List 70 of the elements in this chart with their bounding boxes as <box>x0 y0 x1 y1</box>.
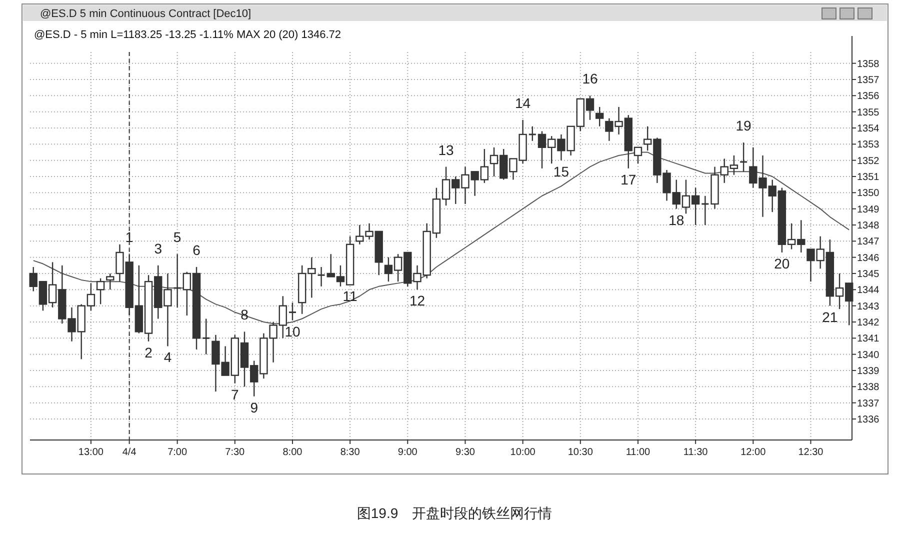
y-tick-label: 1349 <box>857 204 880 216</box>
y-tick-label: 1342 <box>857 317 880 328</box>
x-tick-label: 12:30 <box>798 447 824 458</box>
x-tick-label: 10:30 <box>568 447 594 458</box>
x-tick-label: 9:00 <box>398 447 418 458</box>
y-tick-label: 1337 <box>857 398 880 410</box>
chart-title: @ES.D - 5 min L=1183.25 -13.25 -1.11% MAX 20 (20) 1346.72 <box>34 29 342 41</box>
x-tick-label: 4/4 <box>122 447 137 458</box>
annotation: 7 <box>231 386 239 402</box>
x-tick-label: 8:00 <box>282 447 303 458</box>
x-tick-label: 7:30 <box>225 447 246 458</box>
candlestick <box>96 278 105 305</box>
annotation: 6 <box>192 242 201 258</box>
y-tick-label: 1357 <box>857 74 880 86</box>
y-tick-label: 1352 <box>857 156 880 167</box>
annotation: 14 <box>515 94 531 111</box>
annotation: 21 <box>822 308 838 325</box>
candlestick <box>700 195 710 226</box>
y-tick-label: 1351 <box>857 172 880 183</box>
annotation: 4 <box>164 349 172 366</box>
candlestick <box>288 302 297 321</box>
y-tick-label: 1355 <box>857 107 880 118</box>
y-tick-label: 1347 <box>857 236 880 248</box>
annotation: 12 <box>409 292 426 309</box>
annotation: 17 <box>620 171 636 188</box>
x-tick-label: 7:00 <box>168 447 188 458</box>
candlestick <box>739 142 748 172</box>
candlestick <box>202 318 210 355</box>
annotation: 16 <box>582 70 598 87</box>
y-tick-label: 1356 <box>857 91 880 102</box>
annotation: 5 <box>173 229 182 246</box>
y-tick-label: 1341 <box>857 334 880 345</box>
y-tick-label: 1343 <box>857 301 880 312</box>
y-tick-label: 1336 <box>857 414 880 426</box>
caption: 图19.9 开盘时段的铁丝网行情 <box>356 505 552 521</box>
x-tick-label: 11:30 <box>683 447 708 458</box>
y-tick-label: 1358 <box>857 58 880 70</box>
annotation: 13 <box>438 142 454 158</box>
y-tick-label: 1345 <box>857 268 880 280</box>
y-tick-label: 1339 <box>857 366 880 377</box>
y-tick-label: 1348 <box>857 220 880 232</box>
y-tick-label: 1346 <box>857 252 880 264</box>
annotation: 11 <box>342 288 358 304</box>
x-tick-label: 12:00 <box>740 447 766 458</box>
annotation: 9 <box>250 399 258 416</box>
annotation: 20 <box>774 255 790 272</box>
annotation: 2 <box>144 344 153 360</box>
annotation: 1 <box>125 229 134 246</box>
annotation: 3 <box>154 240 162 256</box>
y-tick-label: 1353 <box>857 140 880 151</box>
y-tick-label: 1350 <box>857 188 880 200</box>
annotation: 10 <box>284 323 300 340</box>
candlestick <box>317 266 326 288</box>
candlestick <box>106 272 114 290</box>
y-tick-label: 1354 <box>857 123 880 134</box>
x-tick-label: 10:00 <box>510 447 536 458</box>
y-tick-label: 1338 <box>857 382 880 394</box>
chart-subtitle: @ES.D 5 min Continuous Contract [Dec10] <box>40 8 252 20</box>
candlestick <box>595 106 604 127</box>
annotation: 18 <box>668 212 684 228</box>
annotation: 19 <box>736 118 752 134</box>
y-tick-label: 1340 <box>857 350 880 361</box>
x-tick-label: 9:30 <box>456 447 476 458</box>
x-tick-label: 13:00 <box>78 447 104 458</box>
candlestick <box>173 253 182 308</box>
y-tick-label: 1344 <box>857 285 880 296</box>
candlestick <box>528 126 537 142</box>
x-tick-label: 8:30 <box>340 447 360 458</box>
annotation: 15 <box>553 163 570 180</box>
x-tick-label: 11:00 <box>626 447 651 458</box>
